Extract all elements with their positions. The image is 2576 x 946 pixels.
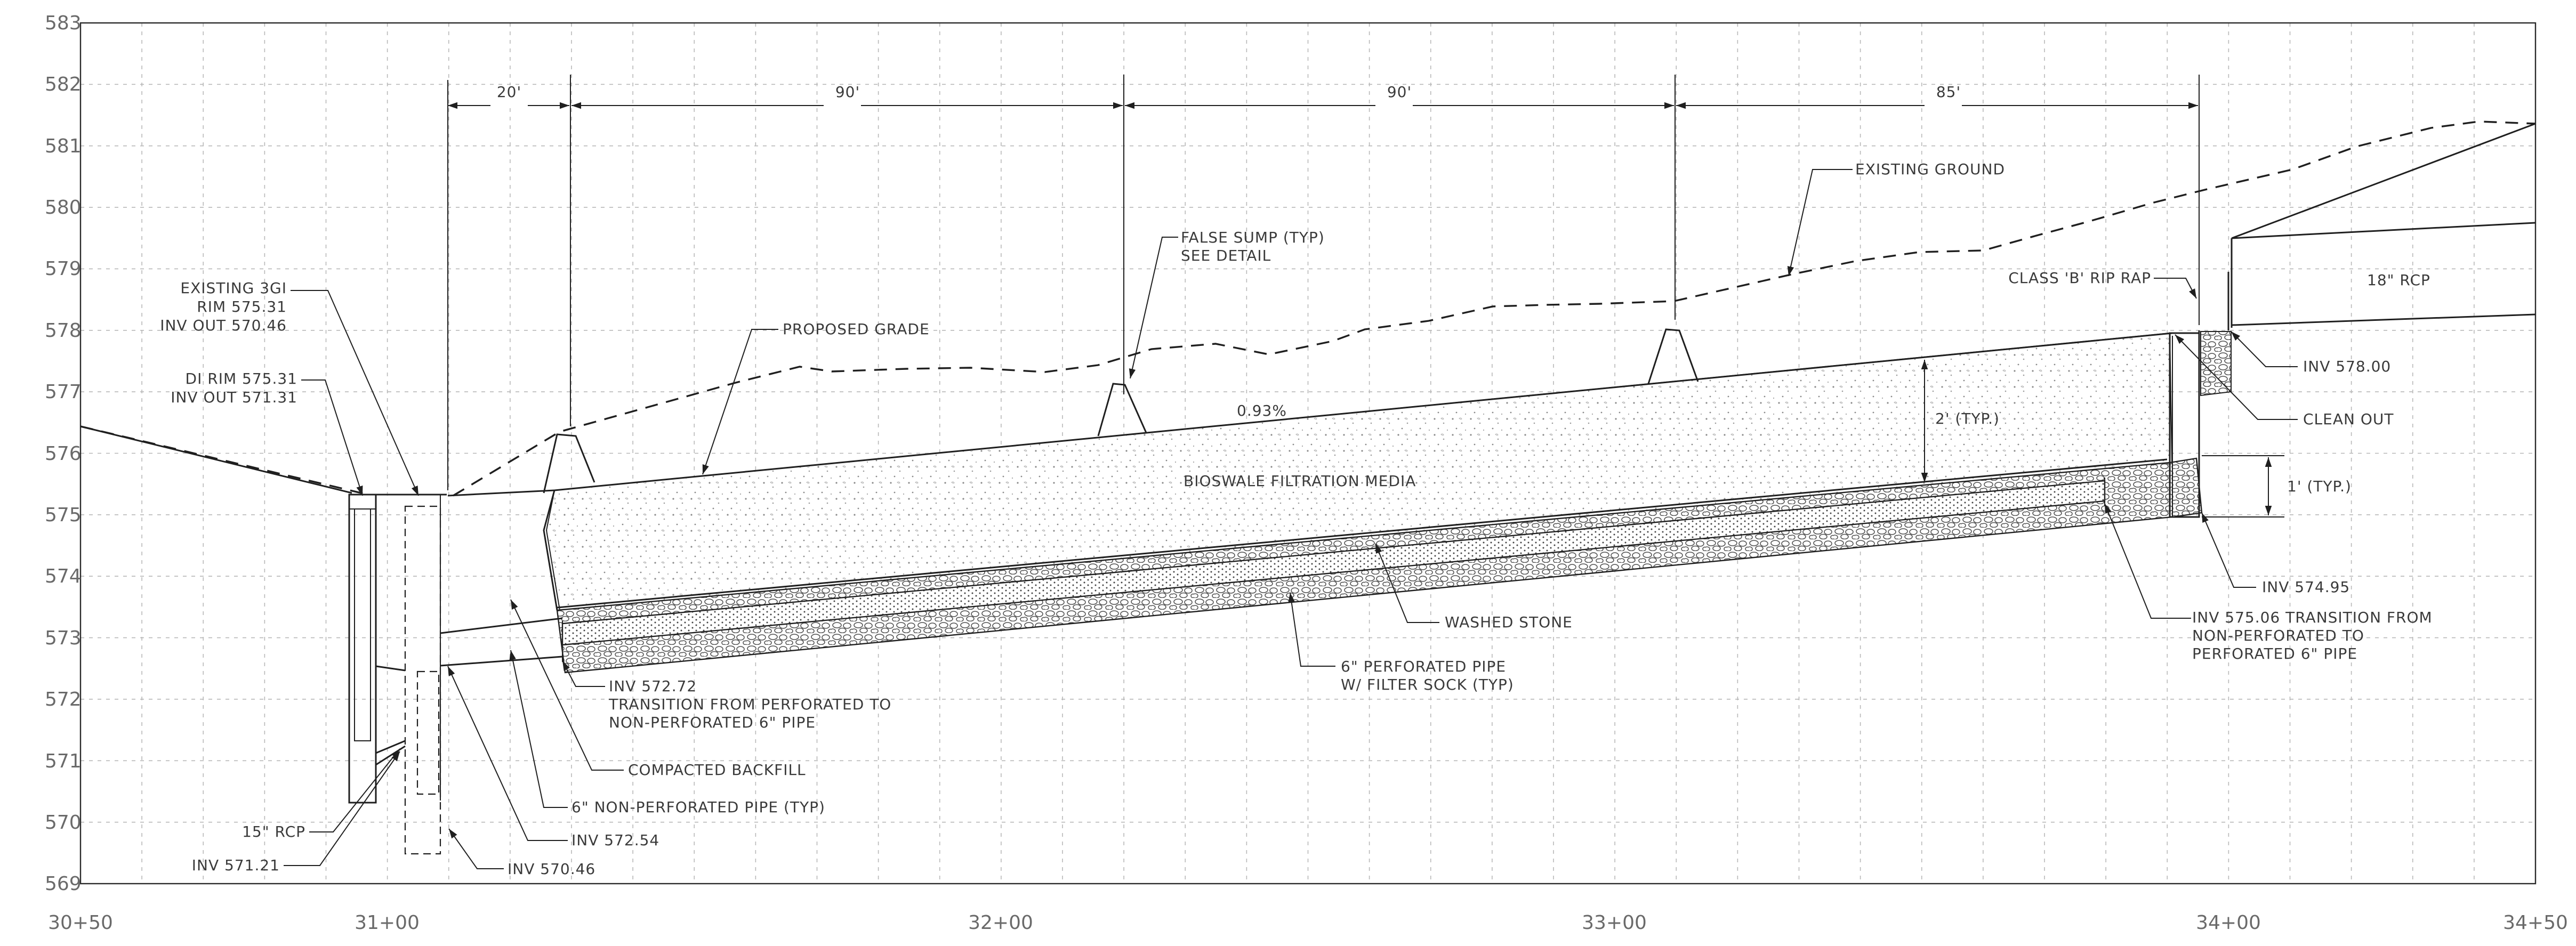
grid bbox=[80, 23, 2535, 884]
x-tick-label: 31+00 bbox=[355, 912, 420, 934]
existing-3gi-inv: INV OUT 570.46 bbox=[160, 317, 287, 334]
media-top-grade bbox=[554, 332, 2173, 491]
x-tick-label: 34+50 bbox=[2503, 912, 2568, 934]
y-tick-label: 578 bbox=[45, 320, 82, 342]
rcp-15-label: 15" RCP bbox=[242, 823, 305, 840]
existing-3gi-label: EXISTING 3GI bbox=[180, 279, 287, 297]
x-axis: 30+50 31+00 32+00 33+00 34+00 34+50 bbox=[48, 912, 2568, 934]
x-tick-label: 30+50 bbox=[48, 912, 113, 934]
non-perforated-pipe-bottom bbox=[440, 656, 563, 667]
di-rim-label: DI RIM 575.31 bbox=[186, 370, 297, 387]
non-perforated-pipe-top bbox=[440, 617, 563, 634]
class-b-rip-rap bbox=[2200, 331, 2232, 397]
dimension-label: 90' bbox=[835, 83, 860, 101]
y-tick-label: 575 bbox=[45, 504, 82, 526]
media-label: BIOSWALE FILTRATION MEDIA bbox=[1184, 472, 1416, 490]
false-sump-detail: SEE DETAIL bbox=[1181, 247, 1271, 264]
inv-572-72-transition: TRANSITION FROM PERFORATED TO bbox=[608, 696, 891, 713]
false-sump bbox=[543, 433, 595, 494]
clean-out-label: CLEAN OUT bbox=[2303, 410, 2394, 428]
y-tick-label: 581 bbox=[45, 135, 82, 157]
y-tick-label: 582 bbox=[45, 74, 82, 95]
3gi-pipe bbox=[416, 670, 440, 795]
3gi-structure bbox=[404, 505, 441, 855]
y-tick-label: 580 bbox=[45, 197, 82, 219]
y-tick-label: 569 bbox=[45, 873, 82, 895]
washed-stone-label: WASHED STONE bbox=[1445, 613, 1573, 631]
existing-3gi-rim: RIM 575.31 bbox=[197, 298, 287, 316]
inv-575-06-label: INV 575.06 TRANSITION FROM bbox=[2192, 609, 2433, 626]
rcp-18-label: 18" RCP bbox=[2367, 271, 2430, 289]
proposed-grade-label: PROPOSED GRADE bbox=[783, 320, 930, 338]
non-perforated-pipe-label: 6" NON-PERFORATED PIPE (TYP) bbox=[571, 798, 825, 816]
y-tick-label: 576 bbox=[45, 443, 82, 465]
di-inner bbox=[354, 508, 371, 741]
dimension-label: 20' bbox=[497, 83, 521, 101]
inv-572-54-label: INV 572.54 bbox=[571, 831, 659, 849]
di-structure bbox=[348, 494, 377, 804]
grade-right bbox=[2231, 123, 2536, 328]
y-tick-label: 583 bbox=[45, 12, 82, 34]
inv-572-72-label: INV 572.72 bbox=[609, 677, 697, 695]
slope-label: 0.93% bbox=[1237, 402, 1287, 419]
y-tick-label: 577 bbox=[45, 381, 82, 403]
existing-3gi bbox=[375, 494, 447, 766]
perforated-pipe-label: 6" PERFORATED PIPE bbox=[1341, 658, 1506, 675]
false-sump-label: FALSE SUMP (TYP) bbox=[1181, 229, 1325, 246]
dimension-label: 85' bbox=[1936, 83, 1961, 101]
stone-depth-label: 1' (TYP.) bbox=[2287, 478, 2352, 495]
false-sump bbox=[1097, 383, 1147, 436]
proposed-grade bbox=[447, 489, 555, 497]
left-slope bbox=[543, 490, 558, 611]
false-sump bbox=[1647, 328, 1699, 384]
y-tick-label: 579 bbox=[45, 258, 82, 280]
y-tick-label: 570 bbox=[45, 812, 82, 834]
inv-578-label: INV 578.00 bbox=[2303, 358, 2391, 375]
media-bottom bbox=[557, 458, 2168, 609]
di-inv-label: INV OUT 571.31 bbox=[171, 389, 297, 406]
perforated-pipe-sock: W/ FILTER SOCK (TYP) bbox=[1341, 676, 1514, 693]
rcp-18-bottom bbox=[2231, 313, 2536, 326]
leaders bbox=[284, 169, 2298, 869]
rip-rap-label: CLASS 'B' RIP RAP bbox=[2008, 269, 2151, 287]
media-depth-label: 2' (TYP.) bbox=[1935, 410, 2000, 427]
x-tick-label: 34+00 bbox=[2196, 912, 2261, 934]
y-tick-label: 572 bbox=[45, 689, 82, 710]
plot-frame bbox=[79, 22, 2537, 885]
inv-575-06-pipe: PERFORATED 6" PIPE bbox=[2192, 645, 2357, 662]
inv-574-95-label: INV 574.95 bbox=[2262, 578, 2350, 596]
inv-571-21-label: INV 571.21 bbox=[192, 856, 280, 874]
y-axis: 583 582 581 580 579 578 577 576 575 574 … bbox=[45, 12, 82, 895]
inv-572-72-pipe: NON-PERFORATED 6" PIPE bbox=[609, 714, 816, 731]
y-tick-label: 573 bbox=[45, 627, 82, 649]
inv-575-06-transition: NON-PERFORATED TO bbox=[2192, 627, 2364, 644]
inv-570-46-label: INV 570.46 bbox=[508, 860, 595, 878]
y-tick-label: 571 bbox=[45, 750, 82, 772]
x-tick-label: 32+00 bbox=[968, 912, 1033, 934]
rcp-18-top bbox=[2231, 222, 2536, 239]
existing-ground-label: EXISTING GROUND bbox=[1855, 160, 2005, 178]
x-tick-label: 33+00 bbox=[1582, 912, 1647, 934]
ground-left bbox=[80, 425, 352, 494]
compacted-backfill-label: COMPACTED BACKFILL bbox=[628, 761, 806, 779]
dimension-label: 90' bbox=[1387, 83, 1412, 101]
y-tick-label: 574 bbox=[45, 565, 82, 587]
